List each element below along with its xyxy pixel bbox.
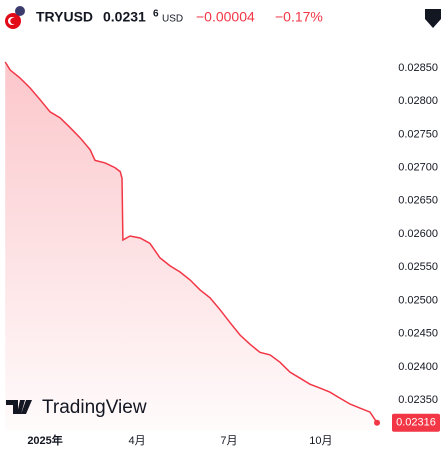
x-tick-label: 10月: [309, 435, 332, 447]
last-value-label: 0.02316: [396, 417, 436, 429]
y-tick-label: 0.02500: [398, 294, 438, 306]
watermark: TradingView: [6, 397, 147, 418]
change: −0.00004: [196, 9, 255, 25]
flag-icon-us: [15, 6, 25, 16]
y-tick-label: 0.02850: [398, 62, 438, 74]
logo-icon: [425, 9, 441, 28]
y-tick-label: 0.02350: [398, 394, 438, 406]
x-tick-label: 2025年: [27, 433, 62, 447]
y-tick-label: 0.02550: [398, 261, 438, 273]
y-tick-label: 0.02800: [398, 95, 438, 107]
y-tick-label: 0.02600: [398, 228, 438, 240]
symbol: TRYUSD: [36, 9, 93, 25]
price: 0.0231: [103, 9, 146, 25]
area-fill: [5, 62, 378, 430]
plot: 0.02350 0.02400 0.02450 0.02500 0.02550 0.026…: [4, 61, 440, 447]
line: [4, 61, 378, 424]
price-sup: 6: [153, 9, 159, 20]
y-tick-label: 0.02450: [398, 328, 438, 340]
y-tick-label: 0.02400: [398, 361, 438, 373]
last-value-box: [392, 413, 440, 432]
watermark-text: TradingView: [42, 397, 147, 418]
y-tick-label: 0.02650: [398, 195, 438, 207]
x-tick-label: 4月: [128, 435, 145, 447]
x-tick-label: 7月: [220, 435, 237, 447]
y-tick-label: 0.02750: [398, 128, 438, 140]
last-point: [374, 419, 381, 426]
header: TRYUSD 0.0231 6 USD −0.00004 −0.17%: [5, 6, 441, 29]
y-tick-label: 0.02700: [398, 161, 438, 173]
change-pct: −0.17%: [275, 9, 323, 25]
currency: USD: [162, 14, 183, 25]
